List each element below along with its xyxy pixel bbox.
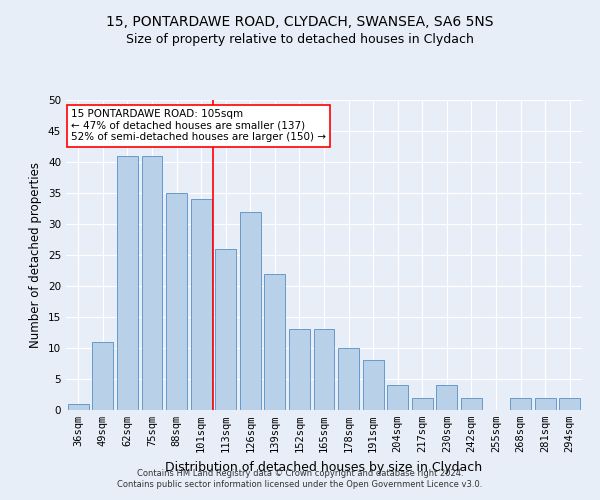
Bar <box>142 156 163 410</box>
Bar <box>117 156 138 410</box>
Bar <box>68 404 89 410</box>
Bar <box>436 385 457 410</box>
Bar <box>362 360 383 410</box>
Bar <box>412 398 433 410</box>
Bar <box>535 398 556 410</box>
X-axis label: Distribution of detached houses by size in Clydach: Distribution of detached houses by size … <box>166 460 482 473</box>
Bar <box>510 398 531 410</box>
Bar <box>166 193 187 410</box>
Bar <box>338 348 359 410</box>
Text: 15, PONTARDAWE ROAD, CLYDACH, SWANSEA, SA6 5NS: 15, PONTARDAWE ROAD, CLYDACH, SWANSEA, S… <box>106 15 494 29</box>
Bar <box>265 274 286 410</box>
Bar <box>240 212 261 410</box>
Bar <box>215 249 236 410</box>
Text: Contains HM Land Registry data © Crown copyright and database right 2024.: Contains HM Land Registry data © Crown c… <box>137 468 463 477</box>
Bar <box>461 398 482 410</box>
Text: Size of property relative to detached houses in Clydach: Size of property relative to detached ho… <box>126 32 474 46</box>
Bar <box>191 199 212 410</box>
Y-axis label: Number of detached properties: Number of detached properties <box>29 162 43 348</box>
Text: 15 PONTARDAWE ROAD: 105sqm
← 47% of detached houses are smaller (137)
52% of sem: 15 PONTARDAWE ROAD: 105sqm ← 47% of deta… <box>71 110 326 142</box>
Text: Contains public sector information licensed under the Open Government Licence v3: Contains public sector information licen… <box>118 480 482 489</box>
Bar <box>387 385 408 410</box>
Bar <box>314 330 334 410</box>
Bar <box>289 330 310 410</box>
Bar <box>92 342 113 410</box>
Bar <box>559 398 580 410</box>
